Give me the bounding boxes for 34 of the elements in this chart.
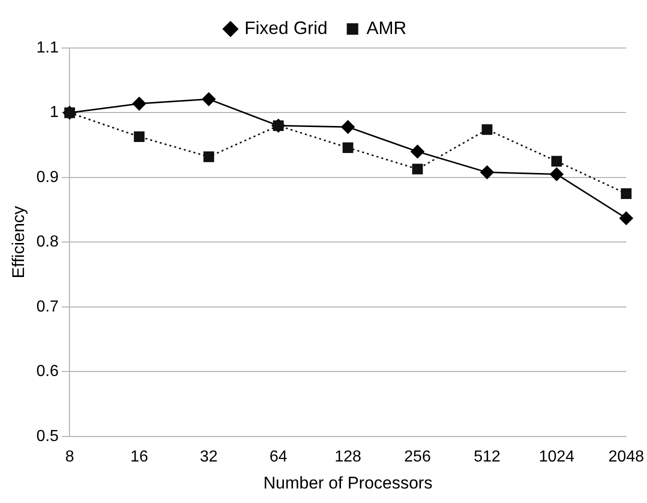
y-tick-label: 0.8 <box>36 234 59 251</box>
y-tick-label: 1 <box>50 104 59 122</box>
y-tick-label: 0.9 <box>36 168 59 186</box>
y-tick-label: 0.5 <box>36 428 59 445</box>
point <box>551 156 562 167</box>
legend-label: AMR <box>366 18 407 38</box>
point <box>480 166 494 180</box>
point <box>410 144 424 158</box>
point <box>619 212 633 225</box>
x-tick-label: 1024 <box>538 448 575 466</box>
x-tick-label: 256 <box>404 448 431 466</box>
point <box>341 120 355 134</box>
point <box>482 124 492 135</box>
x-tick-label: 8 <box>65 448 74 466</box>
y-tick-label: 1.1 <box>36 39 59 56</box>
x-tick-label: 512 <box>474 448 501 466</box>
x-axis-title: Number of Processors <box>263 473 432 492</box>
point <box>202 92 216 106</box>
point <box>132 96 146 110</box>
x-tick-label: 32 <box>200 448 218 466</box>
y-tick-label: 0.7 <box>36 298 59 316</box>
legend-label: Fixed Grid <box>244 18 328 38</box>
x-tick-label: 16 <box>130 448 148 466</box>
point <box>550 167 564 181</box>
point <box>412 164 423 174</box>
x-tick-label: 64 <box>269 448 288 466</box>
point <box>620 188 632 199</box>
x-tick-label: 128 <box>334 448 362 466</box>
point <box>203 151 214 162</box>
point <box>134 131 145 142</box>
point <box>342 142 354 154</box>
y-tick-label: 0.6 <box>36 363 59 380</box>
x-tick-label: 2048 <box>608 448 644 466</box>
y-axis-title: Efficiency <box>8 205 28 278</box>
